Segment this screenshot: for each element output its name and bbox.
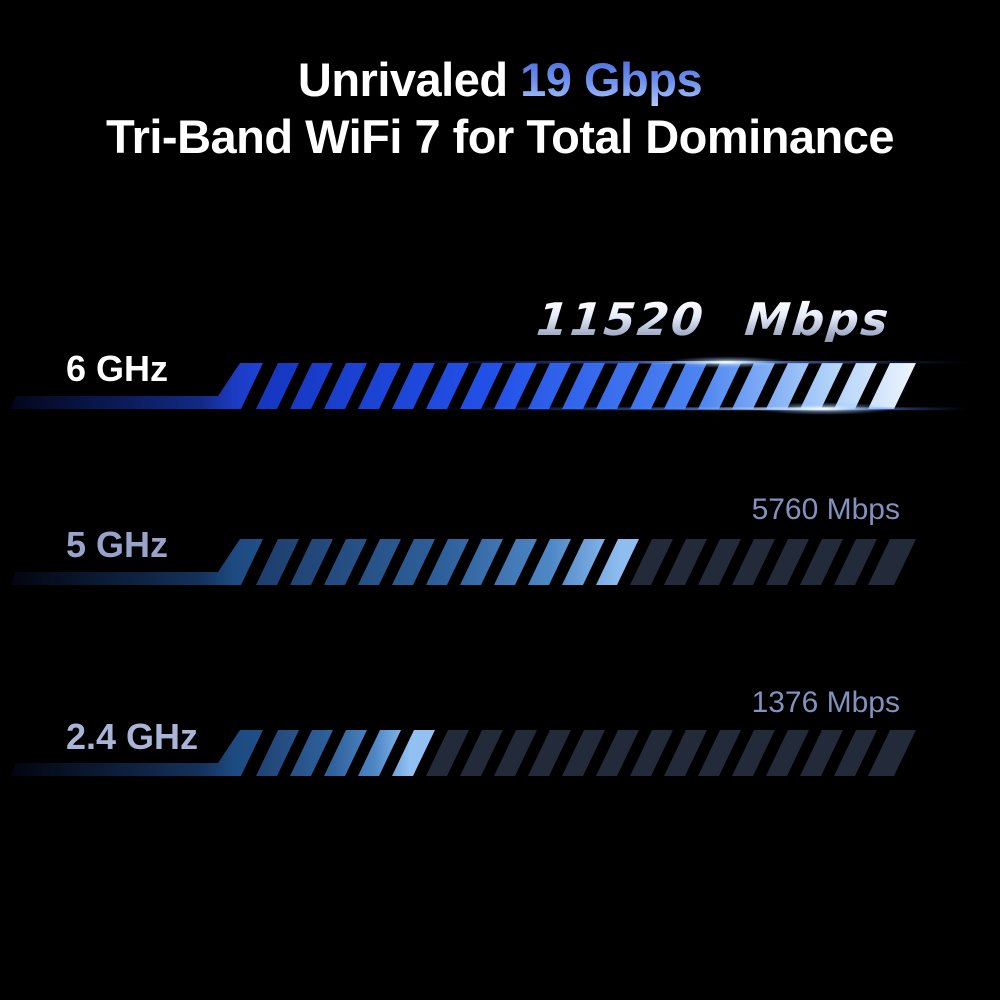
bar-stripes-filled [256, 539, 639, 585]
value-label-24ghz: 1376 Mbps [751, 686, 900, 719]
bar-5ghz [10, 539, 916, 585]
bar-baseline-and-lead [10, 363, 263, 409]
bar-bottom-glow-line [420, 407, 968, 411]
bar-stripes-remainder [426, 730, 916, 776]
value-label-6ghz: 11520 Mbps [533, 293, 893, 346]
band-label-24ghz: 2.4 GHz [66, 716, 199, 757]
title-prefix: Unrivaled [297, 53, 521, 106]
bar-24ghz [10, 730, 916, 776]
band-label-6ghz: 6 GHz [66, 348, 169, 389]
bar-stripes-filled [256, 363, 916, 409]
bar-6ghz [10, 356, 968, 416]
bar-stripes-remainder [630, 539, 916, 585]
title-highlight-19gbps: 19 Gbps [520, 53, 703, 106]
bar-baseline-and-lead [10, 539, 263, 585]
value-label-5ghz: 5760 Mbps [751, 493, 900, 526]
band-label-5ghz: 5 GHz [66, 524, 169, 565]
page-title-line1: Unrivaled 19 Gbps [0, 54, 1000, 106]
lens-flare-bottom [754, 402, 894, 416]
page-title-line2: Tri-Band WiFi 7 for Total Dominance [105, 110, 895, 163]
lens-flare-top [666, 356, 790, 369]
bar-stripes-filled [256, 730, 435, 776]
bar-baseline-and-lead [10, 730, 263, 776]
